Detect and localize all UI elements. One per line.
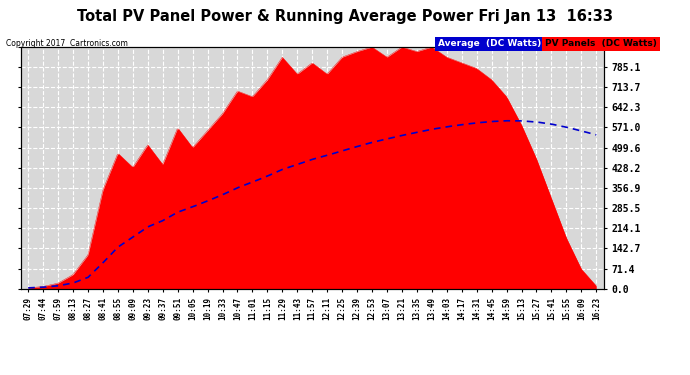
Text: PV Panels  (DC Watts): PV Panels (DC Watts) xyxy=(545,39,657,48)
Text: Total PV Panel Power & Running Average Power Fri Jan 13  16:33: Total PV Panel Power & Running Average P… xyxy=(77,9,613,24)
Text: Average  (DC Watts): Average (DC Watts) xyxy=(438,39,542,48)
Text: Copyright 2017  Cartronics.com: Copyright 2017 Cartronics.com xyxy=(6,39,128,48)
